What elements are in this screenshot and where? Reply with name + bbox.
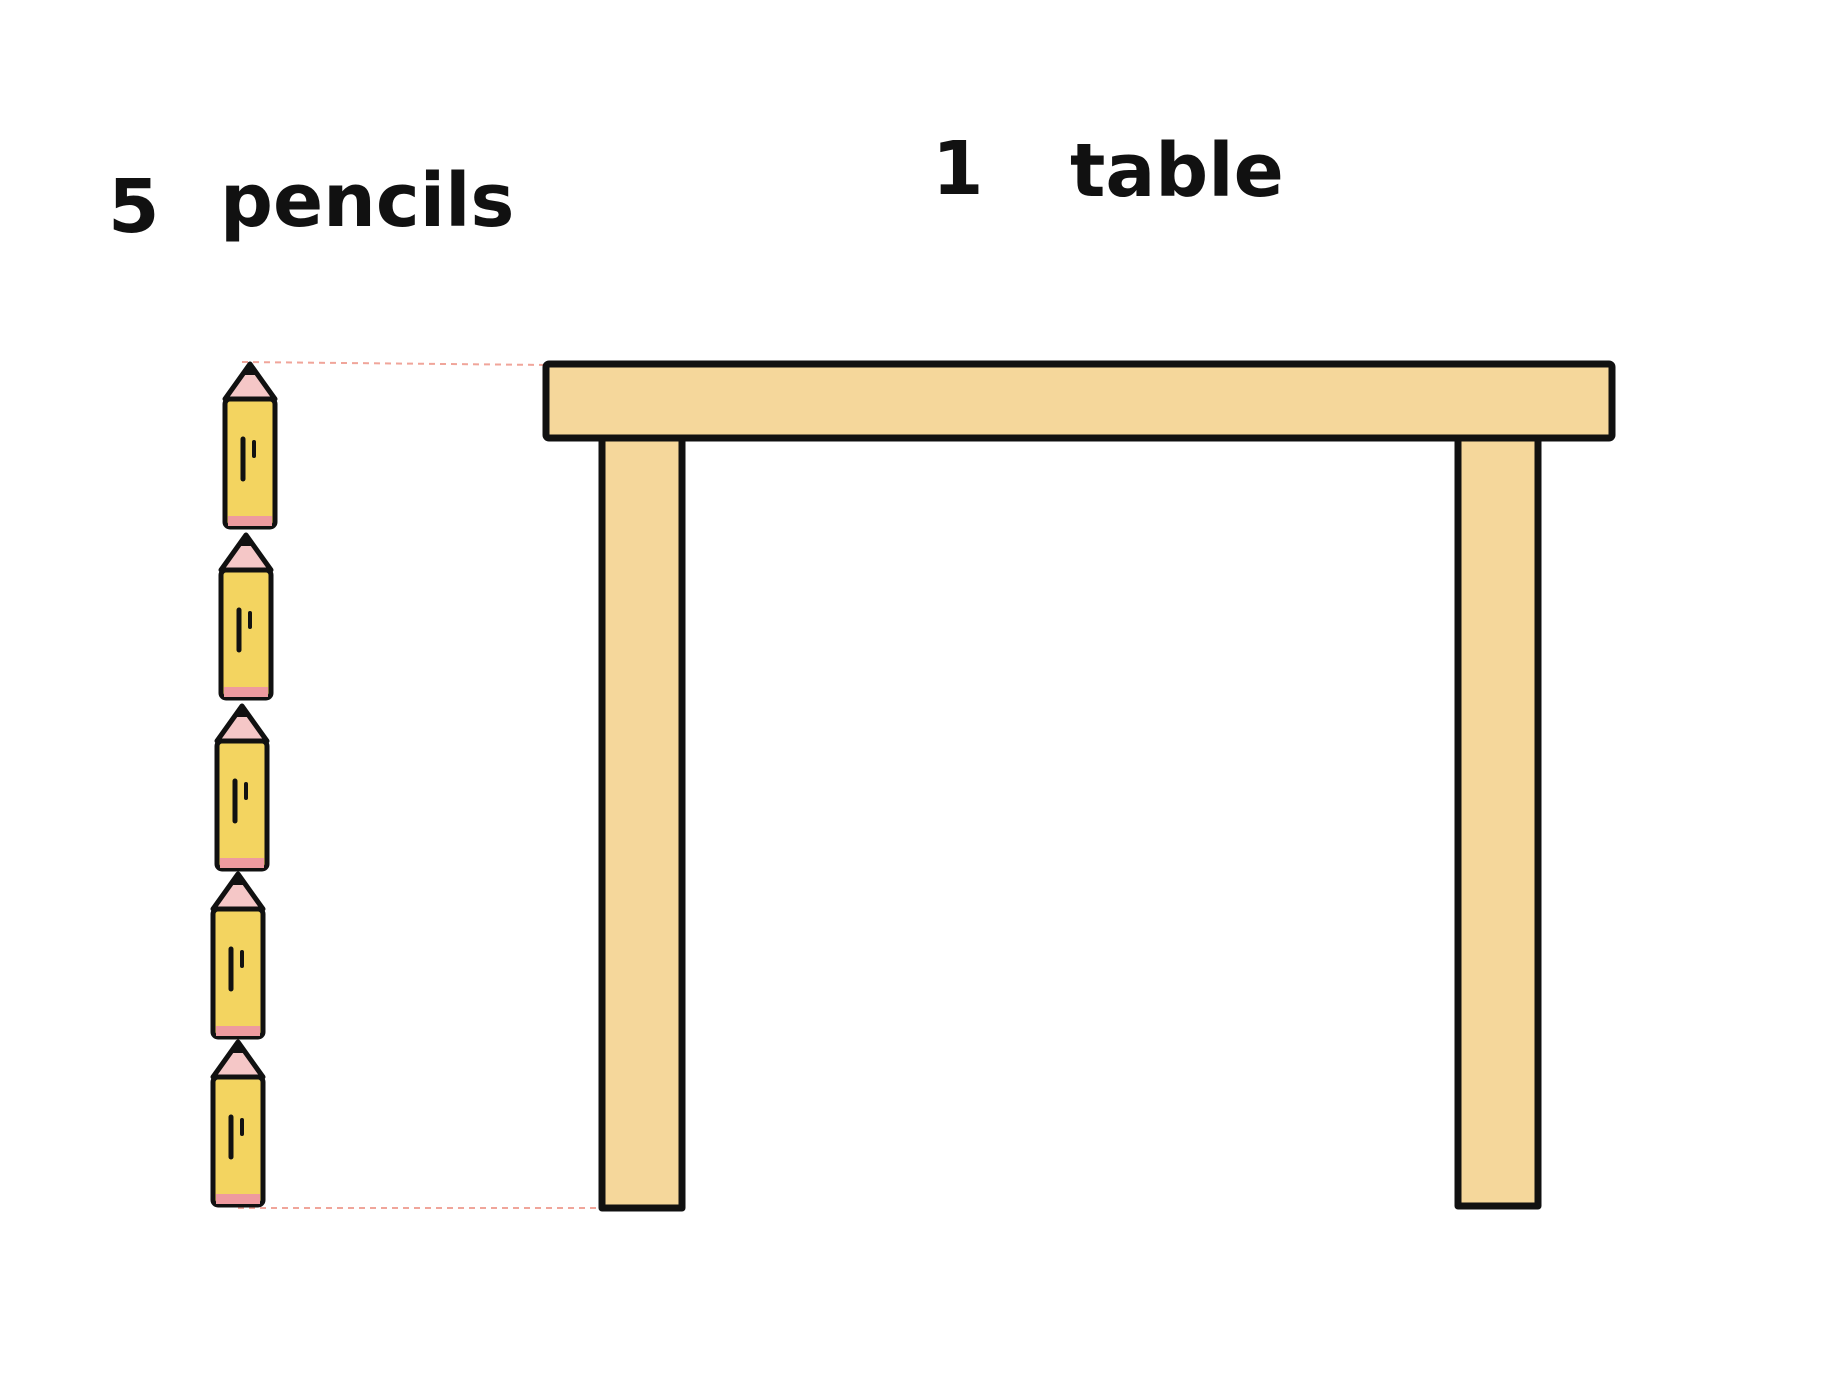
- table-top: [542, 360, 1616, 442]
- table-word-label: table: [1070, 128, 1284, 214]
- table-left-leg: [598, 424, 686, 1212]
- pencil-count-label: 5: [108, 164, 160, 250]
- pencil-icon-4: [210, 871, 266, 1040]
- pencil-icon-2: [218, 532, 274, 701]
- pencil-icon-1: [222, 361, 278, 530]
- pencil-icon-3: [214, 703, 270, 872]
- table-count-label: 1: [932, 126, 984, 212]
- pencil-word-label: pencils: [220, 158, 514, 244]
- table-right-leg: [1454, 424, 1542, 1210]
- pencil-icon-5: [210, 1039, 266, 1208]
- table-icon: [542, 360, 1616, 1212]
- top-guide-line: [241, 361, 549, 366]
